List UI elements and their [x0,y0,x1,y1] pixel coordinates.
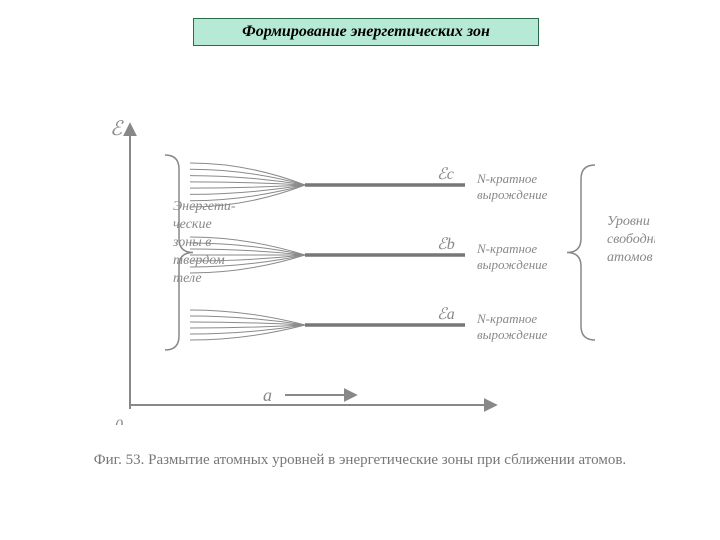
svg-text:вырождение: вырождение [477,257,548,272]
caption-text: Размытие атомных уровней в энергетически… [148,452,626,468]
svg-text:вырождение: вырождение [477,327,548,342]
svg-text:a: a [263,385,272,405]
svg-text:N-кратное: N-кратное [476,241,537,256]
svg-text:N-кратное: N-кратное [476,311,537,326]
figure-caption: Фиг. 53. Размытие атомных уровней в энер… [45,450,675,470]
svg-text:атомов: атомов [607,250,653,265]
caption-prefix: Фиг. 53. [94,452,145,468]
svg-text:свободных: свободных [607,232,655,247]
title-box: Формирование энергетических зон [193,18,539,46]
svg-text:Уровни: Уровни [607,214,650,229]
energy-bands-diagram: ℰ0aЭнергети-ческиезоны втвердомтелеУровн… [95,115,655,425]
svg-text:ℰa: ℰa [437,306,455,323]
diagram-svg: ℰ0aЭнергети-ческиезоны втвердомтелеУровн… [95,115,655,425]
svg-text:ческие: ческие [173,217,212,232]
svg-text:0: 0 [115,417,123,425]
svg-text:ℰb: ℰb [437,236,455,253]
svg-text:ℰc: ℰc [437,166,454,183]
title-text: Формирование энергетических зон [242,23,490,40]
svg-text:ℰ: ℰ [110,118,124,140]
svg-text:вырождение: вырождение [477,187,548,202]
svg-text:N-кратное: N-кратное [476,171,537,186]
